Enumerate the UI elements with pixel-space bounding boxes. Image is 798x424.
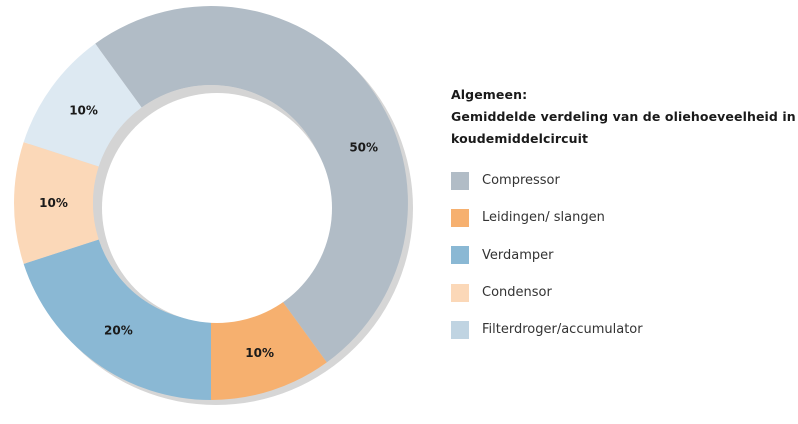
data-label-2: 20% bbox=[104, 323, 133, 337]
donut-slice-0 bbox=[95, 6, 408, 363]
legend-swatch bbox=[451, 208, 469, 227]
donut-slice-1 bbox=[211, 298, 327, 400]
donut-slice-4 bbox=[23, 43, 142, 167]
title-line: Algemeen: bbox=[451, 87, 528, 102]
legend-label: Filterdroger/accumulator bbox=[482, 322, 643, 338]
legend-label: Compressor bbox=[482, 173, 560, 189]
legend: Compressor Leidingen/ slangen Verdamper … bbox=[451, 162, 643, 348]
legend-swatch bbox=[451, 283, 469, 302]
donut-hole bbox=[102, 93, 332, 323]
data-label-0: 50% bbox=[349, 140, 378, 154]
data-label-4: 10% bbox=[69, 103, 98, 117]
legend-label: Verdamper bbox=[482, 247, 554, 263]
title-line: koudemiddelcircuit bbox=[451, 131, 589, 146]
chart-title: Algemeen: Gemiddelde verdeling van de ol… bbox=[451, 84, 798, 150]
legend-swatch bbox=[451, 246, 469, 265]
donut-chart: 50% 10% 20% 10% 10% bbox=[13, 6, 413, 405]
title-line: Gemiddelde verdeling van de oliehoeveelh… bbox=[451, 109, 798, 124]
donut-slice-3 bbox=[13, 142, 99, 264]
legend-item-verdamper: Verdamper bbox=[451, 237, 643, 274]
legend-item-condensor: Condensor bbox=[451, 274, 643, 311]
data-label-1: 10% bbox=[245, 346, 274, 360]
legend-item-leidingen: Leidingen/ slangen bbox=[451, 199, 643, 236]
legend-swatch bbox=[451, 171, 469, 190]
legend-item-compressor: Compressor bbox=[451, 162, 643, 199]
legend-swatch bbox=[451, 320, 469, 339]
legend-label: Leidingen/ slangen bbox=[482, 210, 605, 226]
legend-item-filterdroger: Filterdroger/accumulator bbox=[451, 311, 643, 348]
legend-label: Condensor bbox=[482, 285, 552, 301]
data-label-3: 10% bbox=[39, 196, 68, 210]
donut-slice-2 bbox=[23, 239, 212, 400]
